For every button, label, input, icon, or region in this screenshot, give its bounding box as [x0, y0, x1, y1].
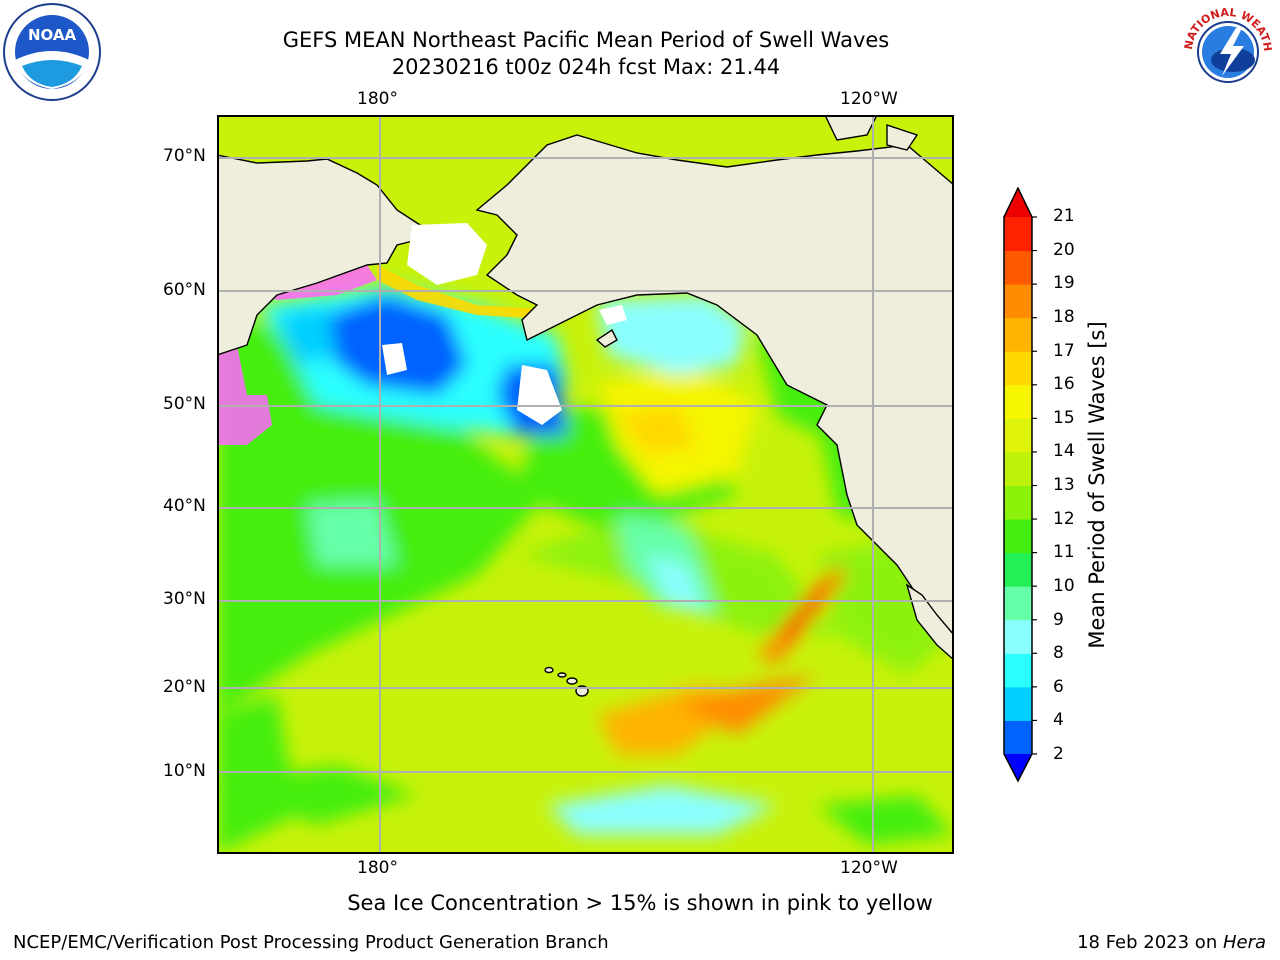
nws-logo: NATIONAL WEATHER SERVICE	[1178, 2, 1276, 100]
colorbar-segment	[1004, 317, 1032, 352]
lon-label-top-180: 180°	[357, 89, 398, 109]
colorbar-segment	[1004, 384, 1032, 419]
lon-label-bottom-180: 180°	[357, 858, 398, 878]
colorbar-segment	[1004, 720, 1032, 755]
colorbar-tick: 10	[1053, 576, 1075, 596]
colorbar-segment	[1004, 653, 1032, 688]
colorbar-tick: 2	[1053, 744, 1064, 764]
land	[217, 115, 954, 697]
footer-date: 18 Feb 2023 on	[1077, 932, 1223, 953]
map-subtitle: 20230216 t00z 024h fcst Max: 21.44	[391, 55, 781, 79]
noaa-logo: NOAA	[3, 3, 101, 101]
colorbar-tick: 6	[1053, 677, 1064, 697]
lat-label-20n: 20°N	[163, 677, 206, 697]
graticule	[217, 115, 954, 854]
colorbar-segment	[1004, 451, 1032, 486]
map-title: GEFS MEAN Northeast Pacific Mean Period …	[282, 28, 890, 52]
colorbar-tick: 21	[1053, 206, 1075, 226]
colorbar-tick: 15	[1053, 408, 1075, 428]
lon-label-bottom-120w: 120°W	[840, 858, 898, 878]
colorbar-tick: 13	[1053, 475, 1075, 495]
footer-right: 18 Feb 2023 on Hera	[1077, 932, 1266, 953]
svg-text:NOAA: NOAA	[28, 26, 77, 44]
colorbar-segment	[1004, 250, 1032, 285]
colorbar-segment	[1004, 686, 1032, 721]
colorbar-segment	[1004, 586, 1032, 621]
no-data-patches	[382, 223, 627, 425]
colorbar-label: Mean Period of Swell Waves [s]	[1085, 321, 1109, 649]
footer-machine: Hera	[1222, 932, 1266, 953]
colorbar-segment	[1004, 418, 1032, 453]
colorbar-segment	[1004, 619, 1032, 654]
colorbar-over-arrow	[1004, 188, 1032, 217]
colorbar-segment	[1004, 485, 1032, 520]
colorbar-segment	[1004, 217, 1032, 252]
lat-label-50n: 50°N	[163, 394, 206, 414]
colorbar-tick: 11	[1053, 542, 1075, 562]
colorbar-segment	[1004, 284, 1032, 319]
colorbar-tick: 4	[1053, 710, 1064, 730]
colorbar-tick: 18	[1053, 307, 1075, 327]
lon-label-top-120w: 120°W	[840, 89, 898, 109]
lat-label-60n: 60°N	[163, 280, 206, 300]
colorbar-tick: 17	[1053, 341, 1075, 361]
colorbar-under-arrow	[1004, 754, 1032, 781]
colorbar	[1003, 187, 1037, 782]
colorbar-tick: 8	[1053, 643, 1064, 663]
colorbar-segment	[1004, 552, 1032, 587]
colorbar-tick: 19	[1053, 273, 1075, 293]
map-panel	[217, 115, 954, 854]
colorbar-tick: 12	[1053, 509, 1075, 529]
colorbar-tick: 14	[1053, 441, 1075, 461]
colorbar-tick: 16	[1053, 374, 1075, 394]
colorbar-segment	[1004, 519, 1032, 554]
lat-label-30n: 30°N	[163, 589, 206, 609]
sea-ice-note: Sea Ice Concentration > 15% is shown in …	[347, 891, 933, 915]
lat-label-40n: 40°N	[163, 496, 206, 516]
lat-label-10n: 10°N	[163, 761, 206, 781]
colorbar-tick: 20	[1053, 240, 1075, 260]
colorbar-segment	[1004, 351, 1032, 386]
lat-label-70n: 70°N	[163, 146, 206, 166]
colorbar-tick: 9	[1053, 610, 1064, 630]
footer-left: NCEP/EMC/Verification Post Processing Pr…	[13, 932, 609, 953]
